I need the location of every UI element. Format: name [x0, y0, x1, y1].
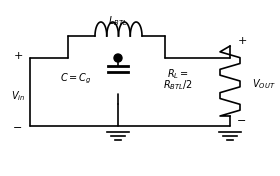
Text: $R_L =$: $R_L =$: [167, 67, 189, 81]
Text: −: −: [13, 123, 23, 133]
Text: +: +: [237, 36, 247, 46]
Text: −: −: [237, 116, 247, 126]
Circle shape: [114, 54, 122, 62]
Text: $L_{BTL}$: $L_{BTL}$: [108, 14, 128, 28]
Text: $R_{BTL}/ 2$: $R_{BTL}/ 2$: [163, 78, 193, 92]
Text: +: +: [13, 51, 23, 61]
Text: $C = C_g$: $C = C_g$: [60, 72, 92, 86]
Text: $V_{OUT}$: $V_{OUT}$: [252, 77, 276, 91]
Text: $V_{in}$: $V_{in}$: [11, 89, 25, 103]
